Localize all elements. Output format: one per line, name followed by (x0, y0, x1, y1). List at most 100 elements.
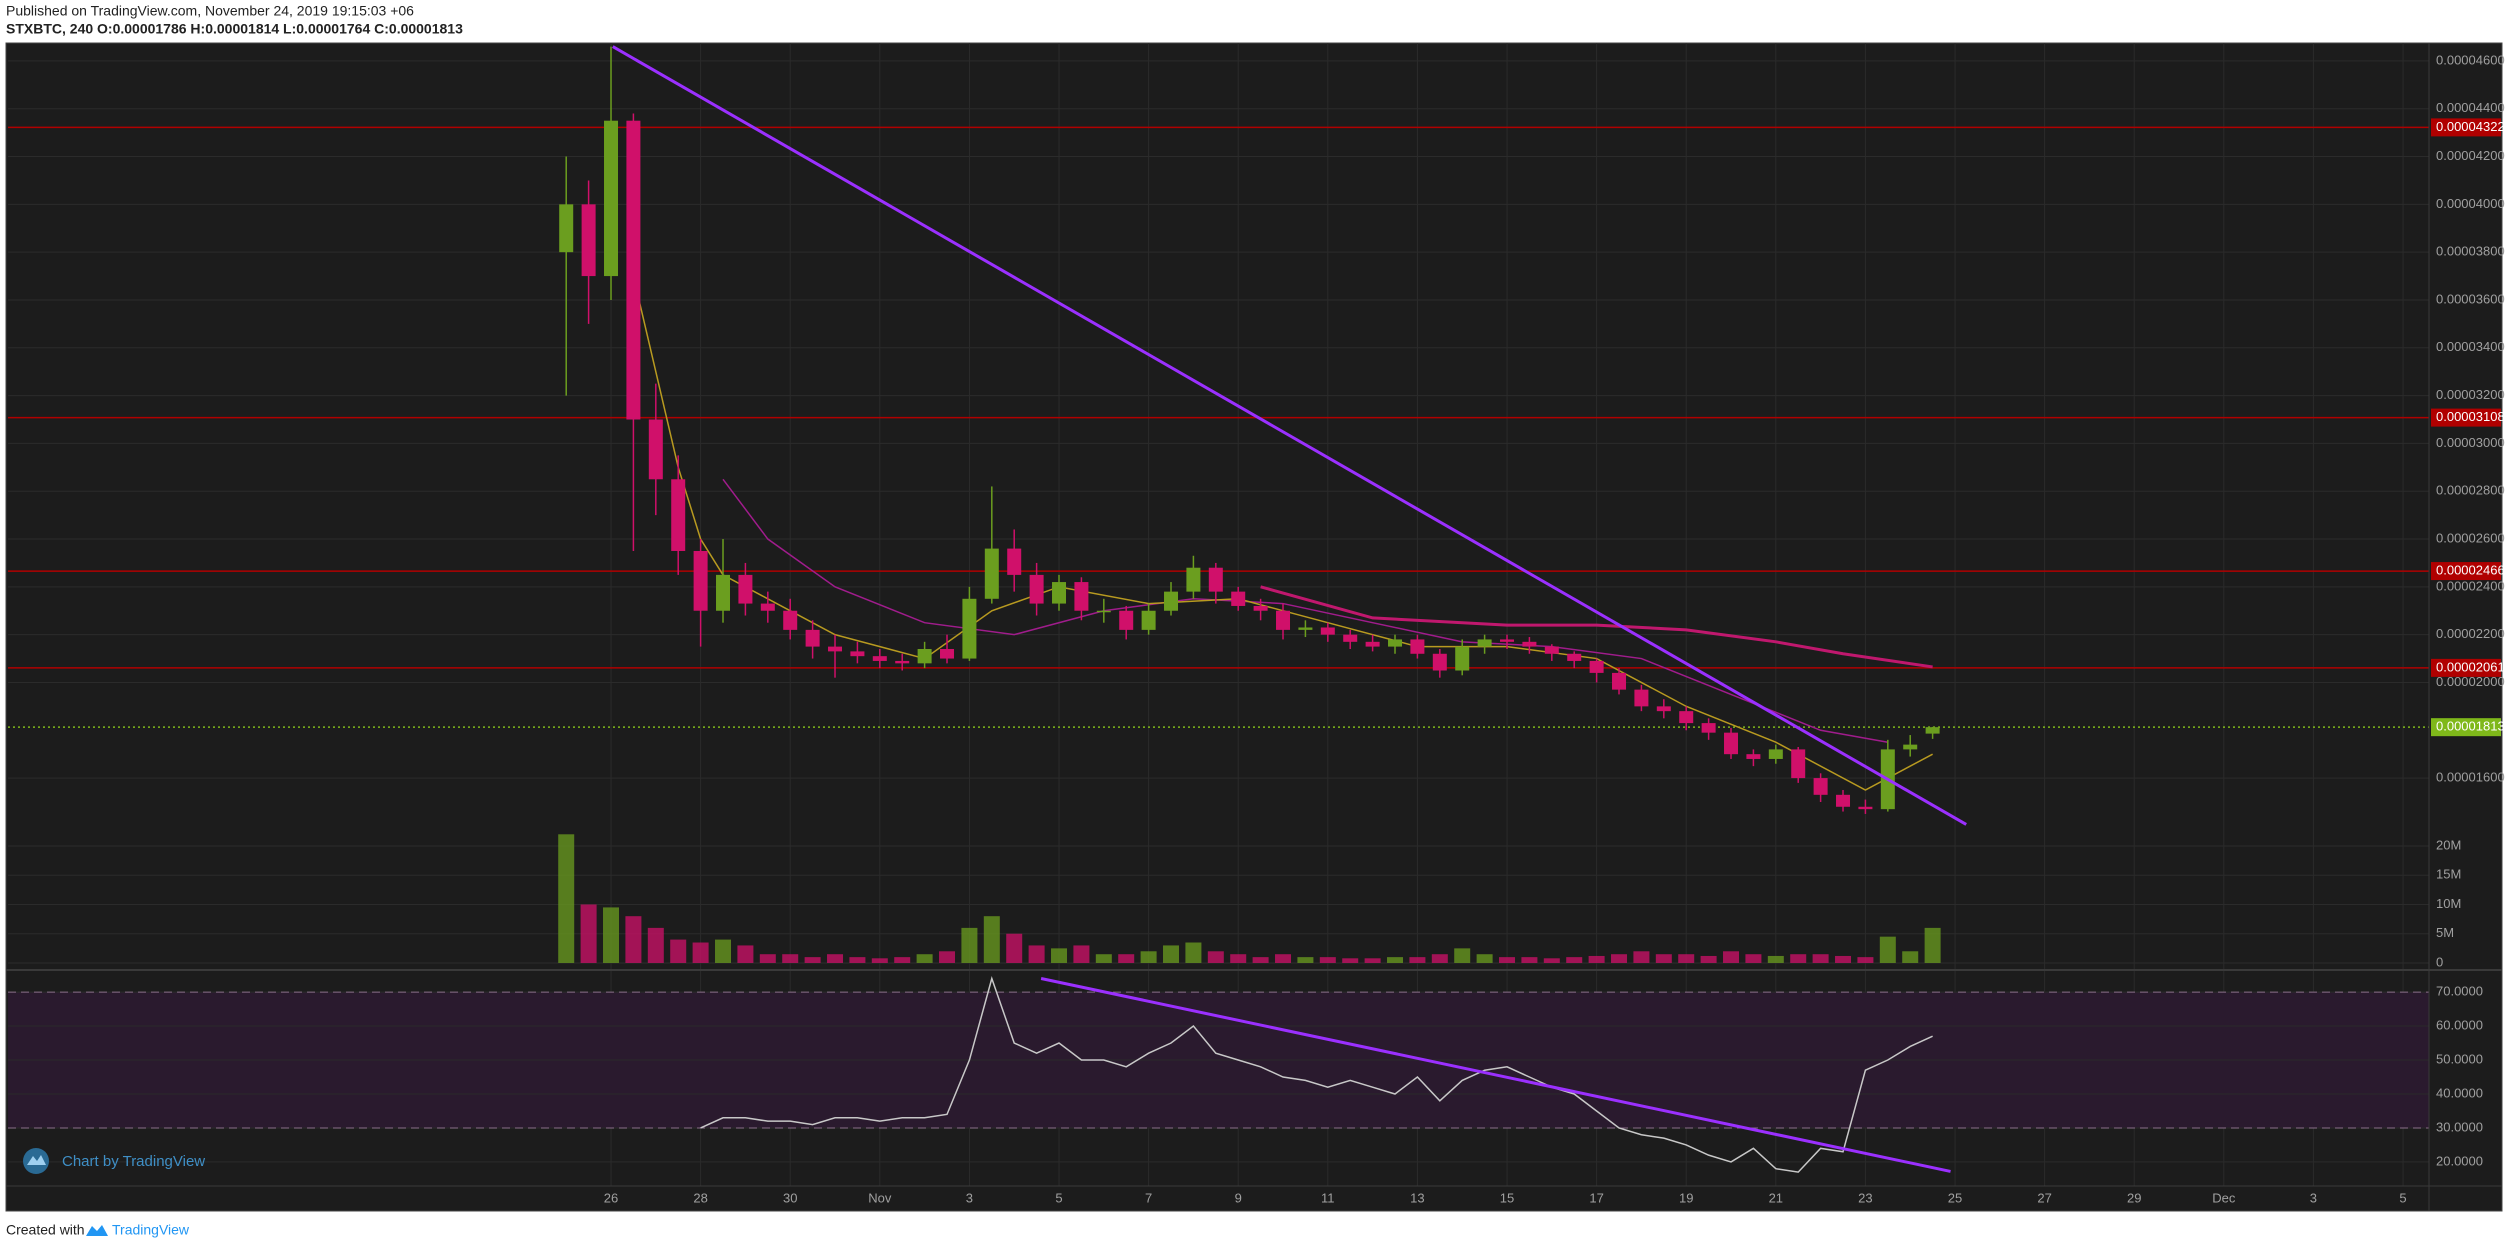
volume-bar (1051, 948, 1068, 963)
watermark-text[interactable]: Chart by TradingView (62, 1153, 205, 1170)
watermark[interactable]: Chart by TradingView (23, 1148, 205, 1174)
y-tick-label: 5M (2436, 925, 2454, 940)
candle-body (962, 598, 977, 659)
x-tick-label: 29 (2127, 1190, 2141, 1205)
x-tick-label: 15 (1500, 1190, 1514, 1205)
volume-bar (670, 939, 687, 963)
volume-bar (1297, 957, 1314, 963)
candle-body (1455, 646, 1470, 671)
published-line: Published on TradingView.com, November 2… (6, 3, 414, 19)
brand-icon (86, 1225, 108, 1236)
volume-bar (1566, 957, 1583, 963)
volume-bar (1812, 954, 1829, 963)
candle-body (1522, 641, 1537, 647)
candle-body (1320, 627, 1335, 635)
y-tick-label: 60.0000 (2436, 1017, 2483, 1032)
y-tick-label: 0.00001600 (2436, 770, 2505, 785)
x-tick-label: 11 (1321, 1190, 1335, 1205)
volume-bar (1409, 957, 1426, 963)
candle-body (1634, 689, 1649, 707)
created-with: Created with (6, 1222, 85, 1238)
candle-body (1096, 610, 1111, 613)
y-tick-label: 0 (2436, 954, 2443, 969)
y-tick-label: 40.0000 (2436, 1085, 2483, 1100)
candle-body (1298, 627, 1313, 630)
candle-body (1164, 591, 1179, 611)
candle-body (1903, 744, 1918, 750)
level-label: 0.00004322 (2436, 119, 2505, 134)
volume-bar (1028, 945, 1045, 963)
candle-body (1141, 610, 1156, 630)
y-tick-label: 0.00003400 (2436, 339, 2505, 354)
x-tick-label: 5 (2399, 1190, 2406, 1205)
candle-body (917, 648, 932, 664)
volume-bar (737, 945, 754, 963)
volume-bar (916, 954, 933, 963)
candle-body (805, 629, 820, 647)
brand-link[interactable]: TradingView (112, 1222, 190, 1238)
candle-body (1186, 567, 1201, 592)
y-tick-label: 70.0000 (2436, 984, 2483, 999)
y-tick-label: 10M (2436, 896, 2461, 911)
candle-body (1477, 639, 1492, 647)
candle-body (1768, 749, 1783, 759)
y-tick-label: 50.0000 (2436, 1051, 2483, 1066)
volume-bar (715, 939, 732, 963)
candle-body (1074, 582, 1089, 611)
candle-body (604, 120, 619, 277)
moving-average (1260, 585, 1933, 669)
volume-bar (759, 954, 776, 963)
candle-body (940, 648, 955, 659)
volume-bar (939, 951, 956, 963)
y-tick-label: 0.00002200 (2436, 626, 2505, 641)
volume-bar (1342, 958, 1359, 963)
candle-body (1253, 605, 1268, 611)
candle-body (1858, 806, 1873, 810)
volume-bar (1118, 954, 1135, 963)
volume-bar (1655, 954, 1672, 963)
candle-body (1388, 639, 1403, 647)
volume-bar (1700, 955, 1717, 963)
x-tick-label: 17 (1589, 1190, 1603, 1205)
x-tick-label: Dec (2212, 1190, 2236, 1205)
volume-bar (1611, 954, 1628, 963)
candle-body (984, 548, 999, 599)
candle-body (1029, 574, 1044, 604)
candle-body (1567, 653, 1582, 661)
x-tick-label: 5 (1055, 1190, 1062, 1205)
volume-bar (1835, 955, 1852, 963)
candle-body (1052, 582, 1067, 604)
volume-bar (1521, 957, 1538, 963)
candle-body (895, 660, 910, 664)
marks-layer: 0.00004322 0.00003108 0.00002466 0.00002061… (8, 45, 2505, 1173)
candle-body (1813, 778, 1828, 795)
candle-body (559, 204, 574, 253)
candle-body (872, 656, 887, 661)
candle-body (1679, 711, 1694, 724)
candle-body (1544, 646, 1559, 654)
level-box (2431, 718, 2501, 737)
volume-bar (1924, 927, 1941, 963)
candle-body (1365, 641, 1380, 647)
y-tick-label: 0.00003600 (2436, 291, 2505, 306)
volume-bar (1006, 933, 1023, 963)
rsi-line (700, 975, 1933, 1173)
x-tick-label: 25 (1948, 1190, 1962, 1205)
y-tick-label: 0.00003800 (2436, 244, 2505, 259)
x-tick-label: 3 (966, 1190, 973, 1205)
candle-body (581, 204, 596, 277)
volume-bar (1185, 942, 1202, 963)
candle-body (1791, 749, 1806, 779)
volume-bar (1364, 958, 1381, 963)
volume-bar (1387, 957, 1404, 963)
volume-bar (1476, 954, 1493, 963)
level-label: 0.00002061 (2436, 659, 2505, 674)
volume-bar (558, 834, 575, 963)
candle-body (1701, 723, 1716, 733)
volume-bar (961, 927, 978, 963)
volume-bar (782, 954, 799, 963)
volume-bar (1431, 954, 1448, 963)
x-tick-label: 13 (1410, 1190, 1424, 1205)
candle-body (1231, 591, 1246, 606)
volume-bar (1230, 954, 1247, 963)
